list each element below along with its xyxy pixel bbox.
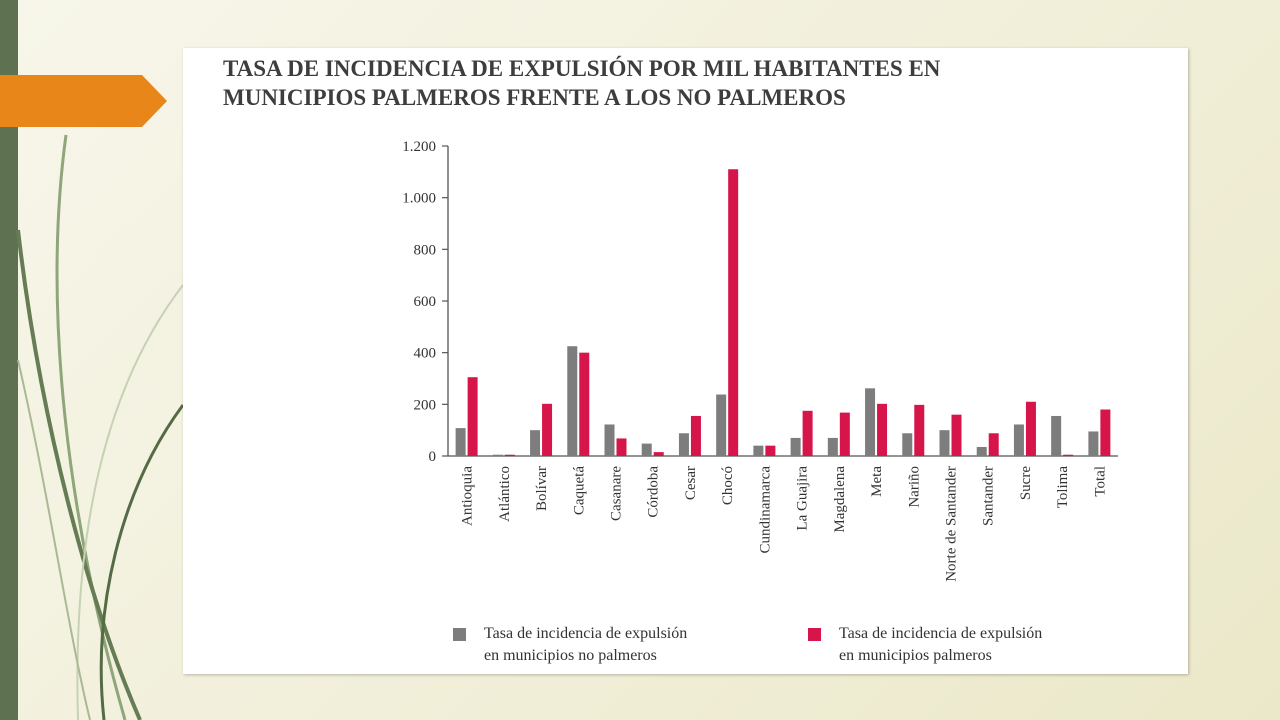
y-tick-label: 200: [414, 397, 437, 413]
bar-palmeros: [653, 452, 664, 456]
bar-no-palmeros: [790, 437, 801, 456]
bar-palmeros: [988, 433, 999, 456]
y-tick-label: 1.200: [402, 139, 436, 155]
bar-no-palmeros: [865, 388, 876, 456]
bar-chart: 0 200 400 600 800 1.000 1.200 Antioquia Atlántic…: [402, 139, 1118, 582]
bar-palmeros: [728, 169, 739, 456]
bar-palmeros: [504, 454, 515, 456]
bar-palmeros: [616, 438, 627, 456]
x-tick-label: Cesar: [683, 466, 699, 500]
bar-no-palmeros: [455, 428, 466, 456]
legend-item-palmeros: Tasa de incidencia de expulsión en munic…: [808, 623, 1042, 667]
bar-no-palmeros: [604, 424, 615, 456]
bar-no-palmeros: [753, 445, 764, 456]
bar-no-palmeros: [567, 346, 578, 456]
bar-no-palmeros: [678, 433, 689, 456]
x-tick-label: Magdalena: [832, 466, 848, 533]
bar-palmeros: [579, 352, 590, 456]
x-tick-label: Santander: [981, 466, 997, 526]
bar-no-palmeros: [530, 430, 541, 456]
bar-palmeros: [1063, 454, 1074, 456]
orange-arrow-marker: [0, 75, 167, 127]
bar-no-palmeros: [1051, 415, 1062, 456]
bar-palmeros: [802, 410, 813, 456]
x-tick-label: Meta: [869, 466, 885, 497]
x-tick-label: Bolívar: [534, 466, 550, 511]
x-tick-label: Norte de Santander: [944, 466, 960, 582]
bar-no-palmeros: [492, 454, 503, 456]
x-tick-label: Nariño: [906, 466, 922, 508]
bar-palmeros: [1025, 401, 1036, 456]
bar-no-palmeros: [1088, 431, 1099, 456]
bar-palmeros: [914, 404, 925, 456]
x-tick-label: Caquetá: [571, 466, 587, 515]
legend-item-no-palmeros: Tasa de incidencia de expulsión en munic…: [453, 623, 687, 667]
bar-palmeros: [765, 445, 776, 456]
legend-swatch-palmeros: [808, 628, 821, 641]
x-tick-label: Casanare: [609, 466, 625, 521]
bar-no-palmeros: [976, 446, 987, 456]
bar-no-palmeros: [902, 433, 913, 456]
chart-legend: Tasa de incidencia de expulsión en munic…: [453, 623, 1153, 667]
y-tick-label: 0: [429, 449, 437, 465]
y-tick-label: 800: [414, 242, 437, 258]
x-tick-label: Total: [1092, 466, 1108, 497]
x-tick-label: Antioquia: [460, 466, 476, 526]
x-tick-label: Cundinamarca: [757, 466, 773, 554]
legend-label-no-palmeros: Tasa de incidencia de expulsión en munic…: [484, 625, 688, 664]
chart-title: TASA DE INCIDENCIA DE EXPULSIÓN POR MIL …: [223, 56, 941, 110]
chart-card: TASA DE INCIDENCIA DE EXPULSIÓN POR MIL …: [183, 48, 1188, 674]
slide-sidebar-bar: [0, 0, 18, 720]
x-tick-label: Atlántico: [497, 466, 513, 522]
x-tick-label: Córdoba: [646, 466, 662, 518]
bar-palmeros: [1100, 409, 1111, 456]
bar-palmeros: [542, 403, 553, 456]
x-tick-label: La Guajira: [795, 466, 811, 531]
x-tick-label: Tolima: [1055, 466, 1071, 509]
legend-label-palmeros: Tasa de incidencia de expulsión en munic…: [839, 625, 1043, 664]
bar-no-palmeros: [827, 437, 838, 456]
bar-palmeros: [951, 414, 962, 456]
x-tick-label: Sucre: [1018, 466, 1034, 500]
y-tick-label: 1.000: [402, 191, 436, 207]
bar-no-palmeros: [1013, 424, 1024, 456]
bar-palmeros: [877, 403, 888, 456]
bar-palmeros: [690, 415, 701, 456]
y-tick-label: 600: [414, 294, 437, 310]
decorative-grass-lines: [16, 134, 185, 720]
bar-no-palmeros: [716, 394, 727, 456]
y-tick-label: 400: [414, 346, 437, 362]
bar-no-palmeros: [939, 430, 950, 456]
bar-no-palmeros: [641, 443, 652, 456]
bar-palmeros: [839, 412, 850, 456]
legend-swatch-no-palmeros: [453, 628, 466, 641]
bar-palmeros: [467, 377, 478, 456]
x-tick-label: Chocó: [720, 466, 736, 505]
